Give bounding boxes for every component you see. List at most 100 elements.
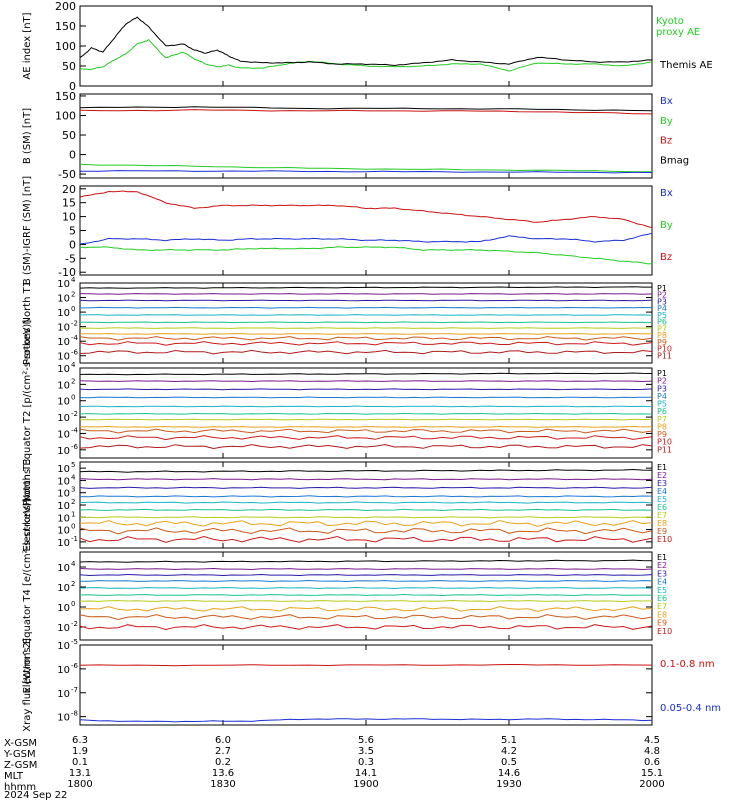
flux-channel-line (79, 349, 653, 355)
y-tick-label: 10 (57, 603, 70, 614)
y-tick-exponent: 2 (71, 580, 75, 588)
y-tick-label: 10 (57, 713, 70, 724)
y-tick-label: 0 (69, 149, 76, 162)
y-tick-label: 10 (57, 623, 70, 634)
legend-entry: P8 (657, 422, 667, 431)
footer-date: 2024 Sep 22 (4, 790, 67, 800)
y-tick-exponent: 2 (71, 377, 75, 385)
y-tick-exponent: -4 (71, 426, 79, 434)
y-tick-label: -5 (65, 252, 76, 265)
footer-value: 14.6 (498, 768, 520, 779)
flux-channel-line (79, 501, 653, 504)
y-tick-label: 0 (69, 80, 76, 93)
legend-entry: E4 (657, 487, 667, 496)
footer-value: 5.6 (358, 735, 374, 746)
flux-channel-line (79, 599, 653, 603)
legend-entry: P1 (657, 284, 667, 293)
flux-channel-line (79, 333, 653, 335)
footer-value: 13.6 (212, 768, 234, 779)
flux-channel-line (79, 486, 653, 489)
legend-entry: P2 (657, 377, 667, 386)
y-tick-label: 15 (62, 197, 76, 210)
y-tick-exponent: 4 (71, 560, 76, 568)
legend-entry: P1 (657, 369, 667, 378)
panel-frame (79, 644, 653, 726)
legend-entry: E4 (657, 578, 667, 587)
footer-value: 2.7 (215, 746, 231, 757)
footer-value: 6.0 (215, 735, 231, 746)
footer-value: 0.2 (215, 757, 231, 768)
y-tick-exponent: 4 (71, 473, 76, 481)
y-tick-exponent: 0 (71, 305, 75, 313)
series-line (79, 106, 653, 112)
footer-value: 4.8 (644, 746, 660, 757)
y-tick-label: 10 (57, 538, 70, 549)
series-line (79, 163, 653, 173)
y-tick-exponent: 0 (71, 523, 75, 531)
series-line (79, 109, 653, 115)
y-tick-label: 10 (57, 352, 70, 363)
legend-entry: E3 (657, 569, 667, 578)
y-tick-exponent: 0 (71, 394, 75, 402)
y-tick-label: 10 (57, 308, 70, 319)
series-line (79, 190, 653, 229)
y-tick-label: 10 (57, 641, 70, 652)
y-axis-label: AE index [nT] (22, 12, 33, 79)
footer-row-label: MLT (4, 771, 24, 782)
y-tick-label: 10 (57, 279, 70, 290)
series-line (79, 38, 653, 72)
flux-channel-line (79, 341, 653, 346)
footer-value: 1.9 (72, 746, 88, 757)
series-line (79, 663, 653, 667)
y-tick-exponent: -2 (71, 320, 78, 328)
y-tick-exponent: -1 (71, 535, 78, 543)
footer-value: 6.3 (72, 735, 88, 746)
legend-entry: 0.1-0.8 nm (660, 659, 715, 670)
legend-entry: E6 (657, 503, 667, 512)
y-tick-exponent: -6 (71, 443, 79, 451)
legend-entry: P5 (657, 311, 667, 320)
flux-channel-line (79, 586, 653, 590)
flux-channel-line (79, 527, 653, 535)
legend-entry: E10 (657, 627, 672, 636)
y-tick-label: 10 (57, 397, 70, 408)
y-tick-label: 100 (55, 109, 76, 122)
flux-channel-line (79, 559, 653, 563)
flux-channel-line (80, 306, 653, 309)
y-tick-label: 10 (57, 476, 70, 487)
legend-entry: P9 (657, 338, 667, 347)
y-tick-label: 150 (55, 20, 76, 33)
footer-value: 1800 (67, 779, 92, 790)
y-tick-exponent: 1 (71, 510, 75, 518)
y-axis-label: Protons North T1 (22, 281, 33, 365)
flux-channel-line (79, 435, 653, 441)
legend-entry: By (660, 116, 673, 127)
flux-channel-line (79, 293, 653, 295)
panel-8: -5 -6 -7 -8 Xray flux [W/m^2] (22, 638, 653, 732)
y-tick-exponent: -6 (71, 662, 79, 670)
footer-value: 0.5 (501, 757, 517, 768)
legend-entry: Themis AE (659, 60, 713, 71)
legend-entry: E3 (657, 479, 667, 488)
legend-entry: proxy AE (656, 27, 700, 38)
y-tick-label: 10 (57, 446, 70, 457)
footer-value: 1830 (210, 779, 235, 790)
flux-channel-line (79, 314, 653, 316)
y-tick-label: 50 (62, 129, 76, 142)
y-tick-label: 10 (57, 323, 70, 334)
panel-frame (79, 461, 653, 549)
flux-channel-line (79, 508, 653, 512)
y-tick-label: -50 (58, 168, 76, 181)
flux-channel-line (79, 478, 653, 481)
legend-entry: Bz (660, 252, 672, 263)
footer-value: 3.5 (358, 746, 374, 757)
y-tick-label: 10 (57, 294, 70, 305)
footer-row-label: hhmm (4, 782, 36, 793)
panel-3: B (SM)-IGRF (SM) [nT] (22, 176, 653, 285)
series-line (79, 246, 653, 265)
legend-entry: Bx (660, 188, 673, 199)
legend-entry: P10 (657, 438, 672, 447)
y-tick-label: 50 (62, 60, 76, 73)
y-tick-label: 10 (57, 526, 70, 537)
